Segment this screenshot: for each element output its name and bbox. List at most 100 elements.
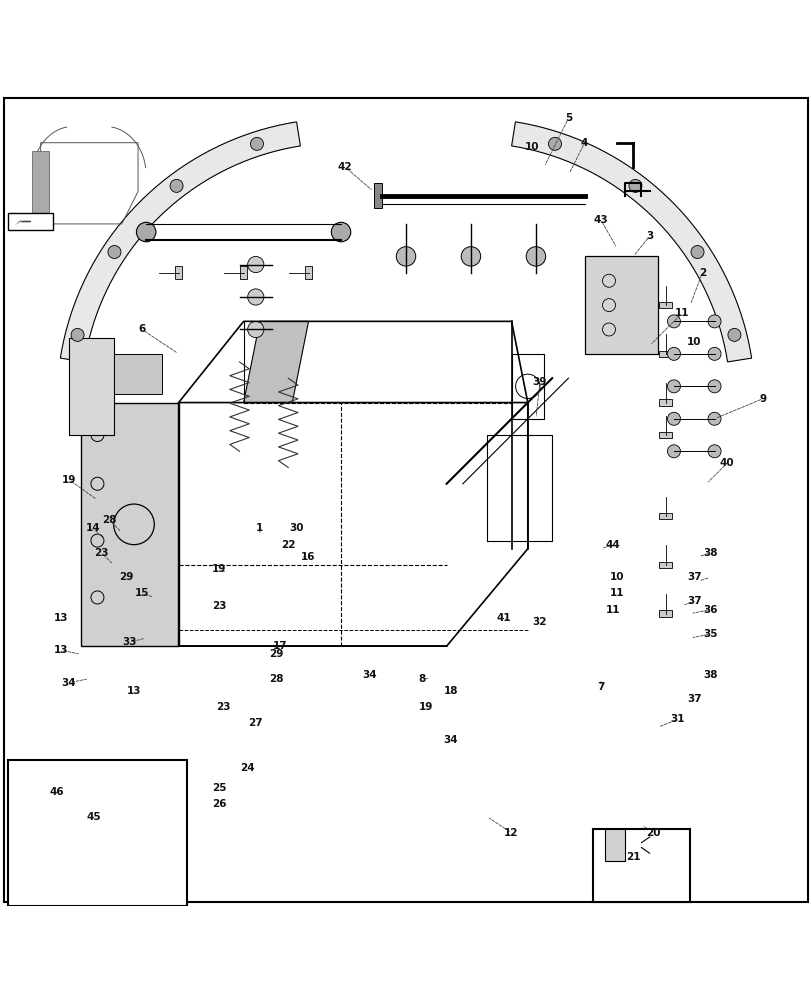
Text: 38: 38 bbox=[702, 548, 717, 558]
Text: 6: 6 bbox=[139, 324, 145, 334]
Circle shape bbox=[667, 347, 680, 360]
Polygon shape bbox=[60, 122, 300, 362]
Circle shape bbox=[707, 445, 720, 458]
Bar bbox=[659, 513, 672, 519]
Polygon shape bbox=[243, 321, 308, 403]
Text: 42: 42 bbox=[337, 162, 352, 172]
Text: 10: 10 bbox=[609, 572, 624, 582]
Text: 28: 28 bbox=[102, 515, 117, 525]
Bar bbox=[175, 266, 182, 279]
Text: 34: 34 bbox=[362, 670, 376, 680]
Text: 37: 37 bbox=[686, 572, 701, 582]
Text: 13: 13 bbox=[127, 686, 141, 696]
Circle shape bbox=[526, 247, 545, 266]
Polygon shape bbox=[15, 218, 31, 226]
Bar bbox=[592, 829, 689, 902]
Polygon shape bbox=[511, 122, 751, 362]
Text: 43: 43 bbox=[593, 215, 607, 225]
Text: 23: 23 bbox=[212, 601, 226, 611]
Text: 34: 34 bbox=[443, 735, 457, 745]
Circle shape bbox=[727, 328, 740, 341]
Text: 33: 33 bbox=[122, 637, 137, 647]
Circle shape bbox=[707, 412, 720, 425]
Text: 14: 14 bbox=[86, 523, 101, 533]
Bar bbox=[8, 760, 187, 906]
Text: 11: 11 bbox=[609, 588, 624, 598]
Text: 44: 44 bbox=[605, 540, 620, 550]
Text: 1: 1 bbox=[256, 523, 263, 533]
Text: 25: 25 bbox=[212, 783, 226, 793]
Circle shape bbox=[247, 289, 264, 305]
Text: 4: 4 bbox=[580, 138, 588, 148]
Bar bbox=[659, 432, 672, 438]
Text: 34: 34 bbox=[62, 678, 76, 688]
Text: 45: 45 bbox=[86, 812, 101, 822]
Text: 3: 3 bbox=[646, 231, 652, 241]
Polygon shape bbox=[69, 338, 114, 435]
Bar bbox=[305, 266, 311, 279]
Text: 7: 7 bbox=[596, 682, 604, 692]
Text: 26: 26 bbox=[212, 799, 226, 809]
Circle shape bbox=[667, 315, 680, 328]
Text: 31: 31 bbox=[670, 714, 684, 724]
Text: 35: 35 bbox=[702, 629, 717, 639]
Bar bbox=[8, 213, 53, 230]
Text: 13: 13 bbox=[54, 613, 68, 623]
Polygon shape bbox=[81, 403, 178, 646]
Text: 16: 16 bbox=[301, 552, 315, 562]
Text: 37: 37 bbox=[686, 694, 701, 704]
Text: 27: 27 bbox=[248, 718, 263, 728]
Text: 17: 17 bbox=[272, 641, 287, 651]
Bar bbox=[240, 266, 247, 279]
Circle shape bbox=[707, 315, 720, 328]
Bar bbox=[659, 399, 672, 406]
Text: 29: 29 bbox=[268, 649, 283, 659]
Text: 12: 12 bbox=[504, 828, 518, 838]
Bar bbox=[659, 610, 672, 617]
Text: 8: 8 bbox=[418, 674, 425, 684]
Text: 24: 24 bbox=[240, 763, 255, 773]
Text: 21: 21 bbox=[625, 852, 640, 862]
Polygon shape bbox=[114, 354, 162, 394]
Text: 15: 15 bbox=[135, 588, 149, 598]
Text: 10: 10 bbox=[524, 142, 539, 152]
Polygon shape bbox=[373, 183, 381, 208]
Text: 32: 32 bbox=[532, 617, 547, 627]
Circle shape bbox=[250, 137, 263, 150]
Polygon shape bbox=[584, 256, 657, 354]
Bar bbox=[604, 829, 624, 861]
Text: 9: 9 bbox=[759, 393, 766, 403]
Circle shape bbox=[548, 137, 561, 150]
Circle shape bbox=[629, 179, 642, 192]
Circle shape bbox=[396, 247, 415, 266]
Circle shape bbox=[707, 347, 720, 360]
Bar bbox=[623, 848, 634, 854]
Text: 18: 18 bbox=[443, 686, 457, 696]
Text: 28: 28 bbox=[268, 674, 283, 684]
Text: 19: 19 bbox=[418, 702, 433, 712]
Text: 36: 36 bbox=[702, 605, 717, 615]
Bar bbox=[659, 562, 672, 568]
Circle shape bbox=[108, 246, 121, 259]
Circle shape bbox=[247, 256, 264, 273]
Circle shape bbox=[461, 247, 480, 266]
Text: 46: 46 bbox=[49, 787, 64, 797]
Text: 41: 41 bbox=[496, 613, 510, 623]
Circle shape bbox=[707, 380, 720, 393]
Circle shape bbox=[136, 222, 156, 242]
Text: 5: 5 bbox=[564, 113, 571, 123]
Circle shape bbox=[690, 246, 703, 259]
Text: 38: 38 bbox=[702, 670, 717, 680]
Circle shape bbox=[169, 179, 182, 192]
Bar bbox=[659, 302, 672, 308]
Text: 37: 37 bbox=[686, 596, 701, 606]
Text: 23: 23 bbox=[94, 548, 109, 558]
Text: 19: 19 bbox=[62, 475, 76, 485]
Text: 29: 29 bbox=[118, 572, 133, 582]
Text: 13: 13 bbox=[54, 645, 68, 655]
Text: 39: 39 bbox=[532, 377, 547, 387]
Text: 30: 30 bbox=[289, 523, 303, 533]
Circle shape bbox=[331, 222, 350, 242]
Bar bbox=[659, 351, 672, 357]
Text: 10: 10 bbox=[686, 337, 701, 347]
